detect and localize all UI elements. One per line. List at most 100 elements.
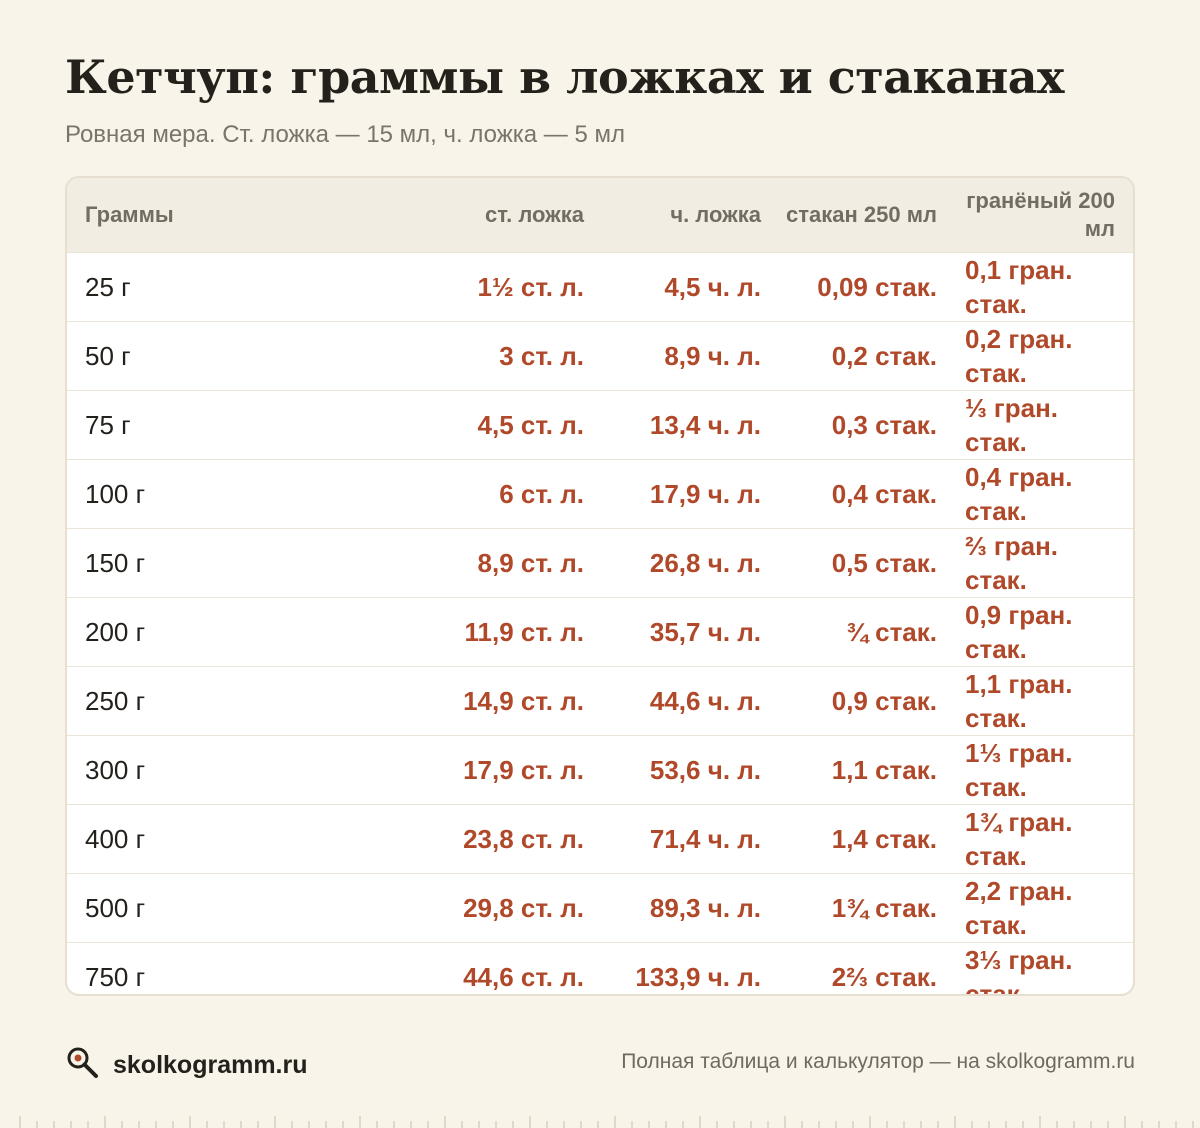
faceted-glass-cell-text: 0,4 гран. стак. [965,461,1073,526]
tsp-cell: 26,8 ч. л. [602,528,779,597]
cup-cell: 0,3 стак. [779,390,955,459]
cup-cell-text: ¾ стак. [846,616,937,647]
faceted-glass-cell: 0,9 гран. стак. [955,597,1133,666]
column-header-faceted-glass: гранёный 200 мл [966,187,1115,241]
table-row: 750 г 44,6 ст. л. 133,9 ч. л. 2⅔ стак. 3⅓ гр… [67,942,1133,996]
tbsp-cell: 44,6 ст. л. [257,942,602,994]
tbsp-cell: 1½ ст. л. [257,252,602,321]
faceted-glass-cell: 1⅓ гран. стак. [955,735,1133,804]
cup-cell: 2⅔ стак. [779,942,955,994]
tbsp-cell-text: 1½ ст. л. [477,271,584,302]
tbsp-cell-text: 3 ст. л. [499,340,584,371]
tbsp-cell-text: 17,9 ст. л. [463,754,584,785]
grams-cell-text: 25 г [85,271,131,302]
tbsp-cell: 17,9 ст. л. [257,735,602,804]
grams-cell: 25 г [67,252,257,321]
faceted-glass-cell-text: 0,2 гран. стак. [965,323,1073,388]
tbsp-cell-text: 11,9 ст. л. [464,616,585,647]
grams-cell-text: 400 г [85,823,146,854]
grams-cell: 150 г [67,528,257,597]
table-row: 50 г 3 ст. л. 8,9 ч. л. 0,2 стак. 0,2 гран. … [67,321,1133,390]
cup-cell: 1,1 стак. [779,735,955,804]
faceted-glass-cell: 2,2 гран. стак. [955,873,1133,942]
cup-cell-text: 1,4 стак. [831,823,937,854]
faceted-glass-cell-text: ⅓ гран. стак. [965,392,1059,457]
tbsp-cell: 14,9 ст. л. [257,666,602,735]
tsp-cell-text: 89,3 ч. л. [649,892,761,923]
faceted-glass-cell: 1¾ гран. стак. [955,804,1133,873]
tbsp-cell: 6 ст. л. [257,459,602,528]
grams-cell-text: 150 г [85,547,146,578]
grams-cell-text: 50 г [85,340,131,371]
tsp-cell-text: 26,8 ч. л. [649,547,761,578]
table-row: 100 г 6 ст. л. 17,9 ч. л. 0,4 стак. 0,4 гран… [67,459,1133,528]
faceted-glass-cell-text: 3⅓ гран. стак. [965,944,1073,996]
faceted-glass-cell-text: 1⅓ гран. стак. [965,737,1073,802]
cup-cell-text: 0,09 стак. [817,271,937,302]
tsp-cell: 71,4 ч. л. [602,804,779,873]
faceted-glass-cell: 0,4 гран. стак. [955,459,1133,528]
tsp-cell-text: 4,5 ч. л. [664,271,761,302]
table-row: 250 г 14,9 ст. л. 44,6 ч. л. 0,9 стак. 1,1 г… [67,666,1133,735]
tbsp-cell-text: 14,9 ст. л. [463,685,584,716]
cup-cell: 0,5 стак. [779,528,955,597]
cup-cell-text: 0,3 стак. [831,409,937,440]
cup-cell-text: 0,4 стак. [831,478,937,509]
table-row: 150 г 8,9 ст. л. 26,8 ч. л. 0,5 стак. ⅔ гран… [67,528,1133,597]
tbsp-cell: 11,9 ст. л. [257,597,602,666]
logo-text: skolkogramm.ru [113,1051,308,1079]
table-row: 300 г 17,9 ст. л. 53,6 ч. л. 1,1 стак. 1⅓ гр… [67,735,1133,804]
table-row: 500 г 29,8 ст. л. 89,3 ч. л. 1¾ стак. 2,2 гр… [67,873,1133,942]
grams-cell-text: 200 г [85,616,146,647]
faceted-glass-cell-text: 0,1 гран. стак. [965,254,1073,319]
cup-cell: 0,4 стак. [779,459,955,528]
tsp-cell-text: 17,9 ч. л. [649,478,761,509]
tbsp-cell: 4,5 ст. л. [257,390,602,459]
grams-cell: 300 г [67,735,257,804]
table-row: 25 г 1½ ст. л. 4,5 ч. л. 0,09 стак. 0,1 гран… [67,252,1133,321]
page-subtitle: Ровная мера. Ст. ложка — 15 мл, ч. ложка… [65,121,625,148]
tsp-cell: 53,6 ч. л. [602,735,779,804]
magnifier-icon [65,1045,101,1086]
grams-cell: 500 г [67,873,257,942]
cup-cell: ¾ стак. [779,597,955,666]
cup-cell-text: 1¾ стак. [831,892,937,923]
tbsp-cell: 29,8 ст. л. [257,873,602,942]
ruler-decoration [19,1116,1194,1128]
tbsp-cell-text: 44,6 ст. л. [463,961,584,992]
table-row: 75 г 4,5 ст. л. 13,4 ч. л. 0,3 стак. ⅓ гран.… [67,390,1133,459]
tsp-cell: 35,7 ч. л. [602,597,779,666]
grams-cell: 400 г [67,804,257,873]
cup-cell: 0,9 стак. [779,666,955,735]
page-title: Кетчуп: граммы в ложках и стаканах [65,50,1064,104]
tbsp-cell: 23,8 ст. л. [257,804,602,873]
faceted-glass-cell-text: 2,2 гран. стак. [965,875,1073,940]
grams-cell-text: 250 г [85,685,146,716]
tbsp-cell-text: 23,8 ст. л. [463,823,584,854]
grams-cell: 100 г [67,459,257,528]
tsp-cell-text: 44,6 ч. л. [649,685,761,716]
tsp-cell-text: 133,9 ч. л. [635,961,761,992]
site-logo[interactable]: skolkogramm.ru [65,1045,308,1086]
tbsp-cell: 8,9 ст. л. [257,528,602,597]
table-header: Граммы ст. ложка ч. ложка стакан 250 мл … [67,178,1133,252]
cup-cell: 0,2 стак. [779,321,955,390]
table-row: 200 г 11,9 ст. л. 35,7 ч. л. ¾ стак. 0,9 гра… [67,597,1133,666]
grams-cell: 750 г [67,942,257,994]
tsp-cell: 8,9 ч. л. [602,321,779,390]
grams-cell: 250 г [67,666,257,735]
faceted-glass-cell: ⅓ гран. стак. [955,390,1133,459]
faceted-glass-cell: 1,1 гран. стак. [955,666,1133,735]
tbsp-cell-text: 4,5 ст. л. [477,409,584,440]
faceted-glass-cell-text: ⅔ гран. стак. [965,530,1059,595]
tbsp-cell-text: 8,9 ст. л. [477,547,584,578]
cup-cell-text: 0,9 стак. [831,685,937,716]
faceted-glass-cell-text: 0,9 гран. стак. [965,599,1073,664]
grams-cell-text: 300 г [85,754,146,785]
column-header-cup: стакан 250 мл [786,201,937,227]
cup-cell: 1¾ стак. [779,873,955,942]
cup-cell: 0,09 стак. [779,252,955,321]
grams-cell: 75 г [67,390,257,459]
cup-cell-text: 1,1 стак. [831,754,937,785]
tbsp-cell: 3 ст. л. [257,321,602,390]
